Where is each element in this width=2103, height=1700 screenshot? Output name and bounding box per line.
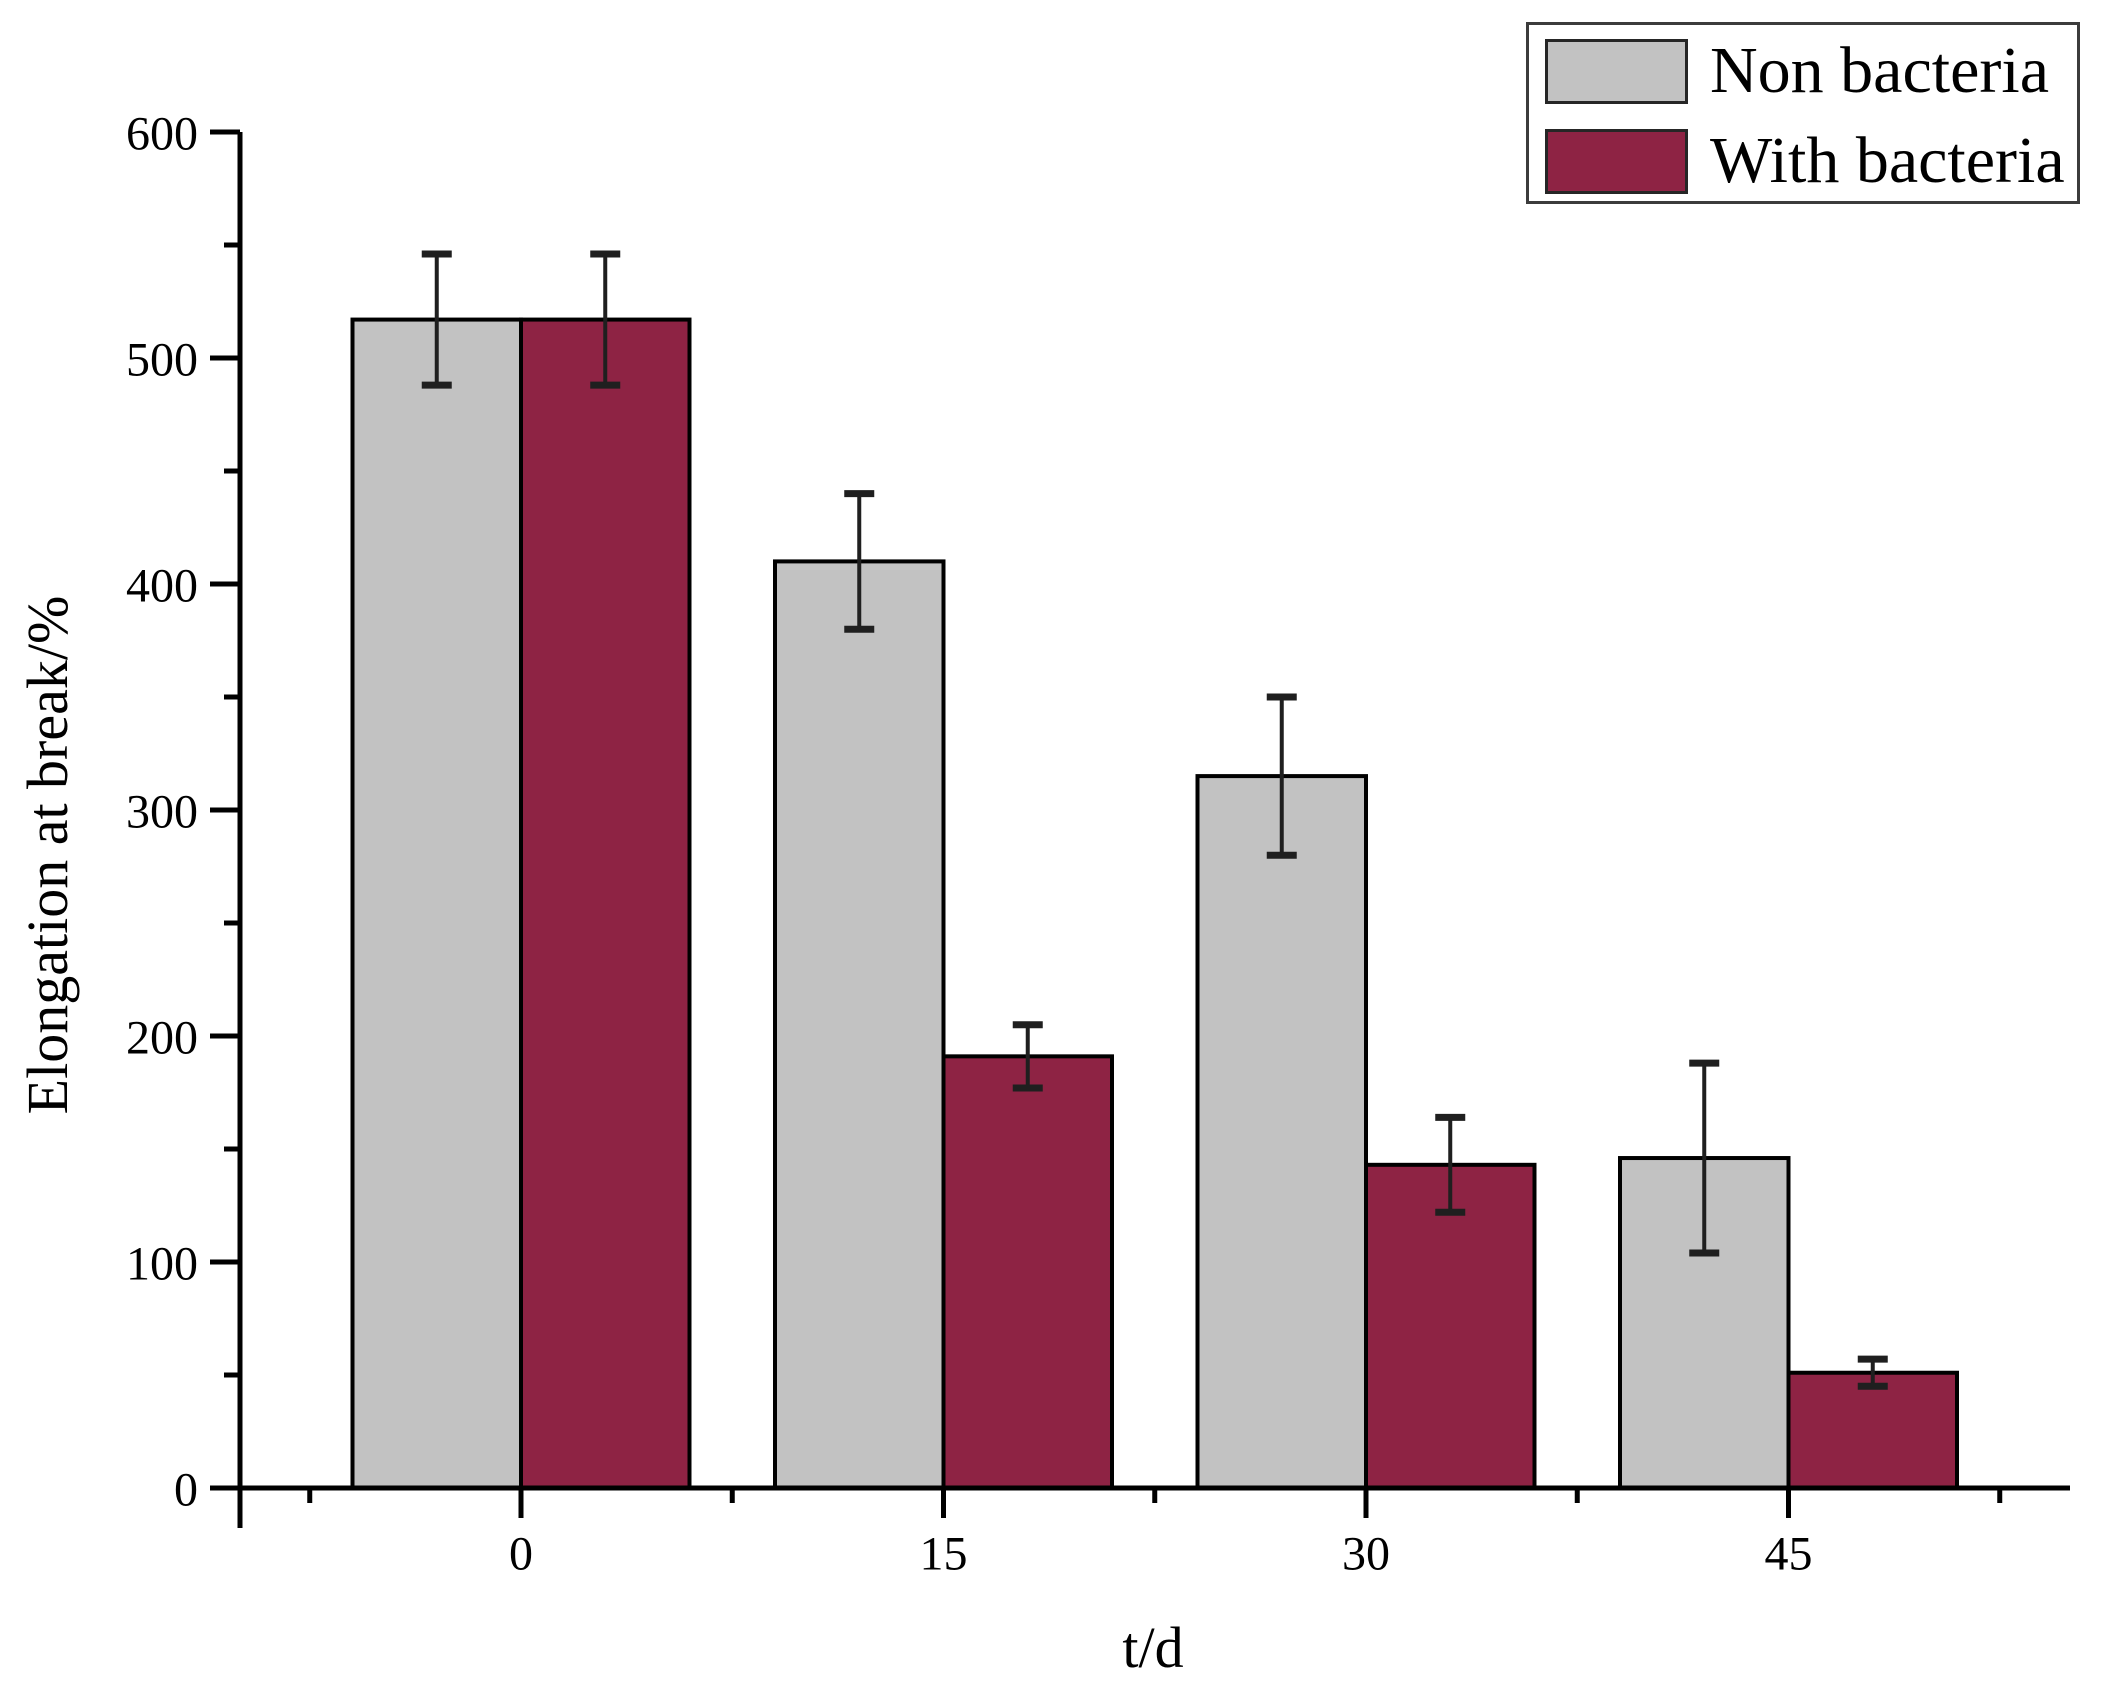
x-tick-label: 30 <box>1342 1528 1390 1581</box>
bar-with-bacteria-0 <box>519 317 692 1491</box>
bar-non-bacteria-30 <box>1195 774 1368 1490</box>
legend-item-non-bacteria: Non bacteria <box>1545 34 2049 107</box>
y-tick-label: 600 <box>126 108 198 161</box>
y-tick-label: 200 <box>126 1012 198 1065</box>
bar-non-bacteria-15 <box>773 559 946 1490</box>
legend-label-with-bacteria: With bacteria <box>1710 124 2065 197</box>
x-tick-label: 15 <box>920 1528 968 1581</box>
y-tick-label: 300 <box>126 786 198 839</box>
y-tick-label: 100 <box>126 1238 198 1291</box>
legend-item-with-bacteria: With bacteria <box>1545 124 2065 197</box>
bar-with-bacteria-45 <box>1786 1370 1959 1490</box>
legend-swatch-with-bacteria <box>1545 128 1688 194</box>
bar-with-bacteria-15 <box>941 1054 1114 1490</box>
x-tick-label: 45 <box>1765 1528 1813 1581</box>
y-axis-title: Elongation at break/% <box>15 595 80 1115</box>
bar-non-bacteria-0 <box>350 317 523 1491</box>
legend-label-non-bacteria: Non bacteria <box>1710 34 2049 107</box>
legend: Non bacteria With bacteria <box>1526 22 2080 204</box>
x-tick-label: 0 <box>509 1528 533 1581</box>
y-tick-label: 500 <box>126 334 198 387</box>
x-axis-title: t/d <box>1122 1615 1184 1680</box>
y-tick-label: 400 <box>126 560 198 613</box>
bar-with-bacteria-30 <box>1364 1162 1537 1490</box>
y-tick-label: 0 <box>174 1464 198 1517</box>
legend-swatch-non-bacteria <box>1545 38 1688 104</box>
